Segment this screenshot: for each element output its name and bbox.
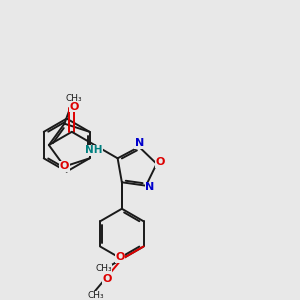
- Text: CH₃: CH₃: [95, 264, 112, 273]
- Text: NH: NH: [85, 146, 103, 155]
- Text: N: N: [134, 138, 144, 148]
- Text: O: O: [116, 253, 125, 262]
- Text: O: O: [103, 274, 112, 284]
- Text: CH₃: CH₃: [87, 291, 104, 300]
- Text: N: N: [145, 182, 154, 192]
- Text: CH₃: CH₃: [65, 94, 82, 103]
- Text: O: O: [60, 161, 69, 172]
- Text: O: O: [70, 102, 79, 112]
- Text: O: O: [156, 157, 165, 167]
